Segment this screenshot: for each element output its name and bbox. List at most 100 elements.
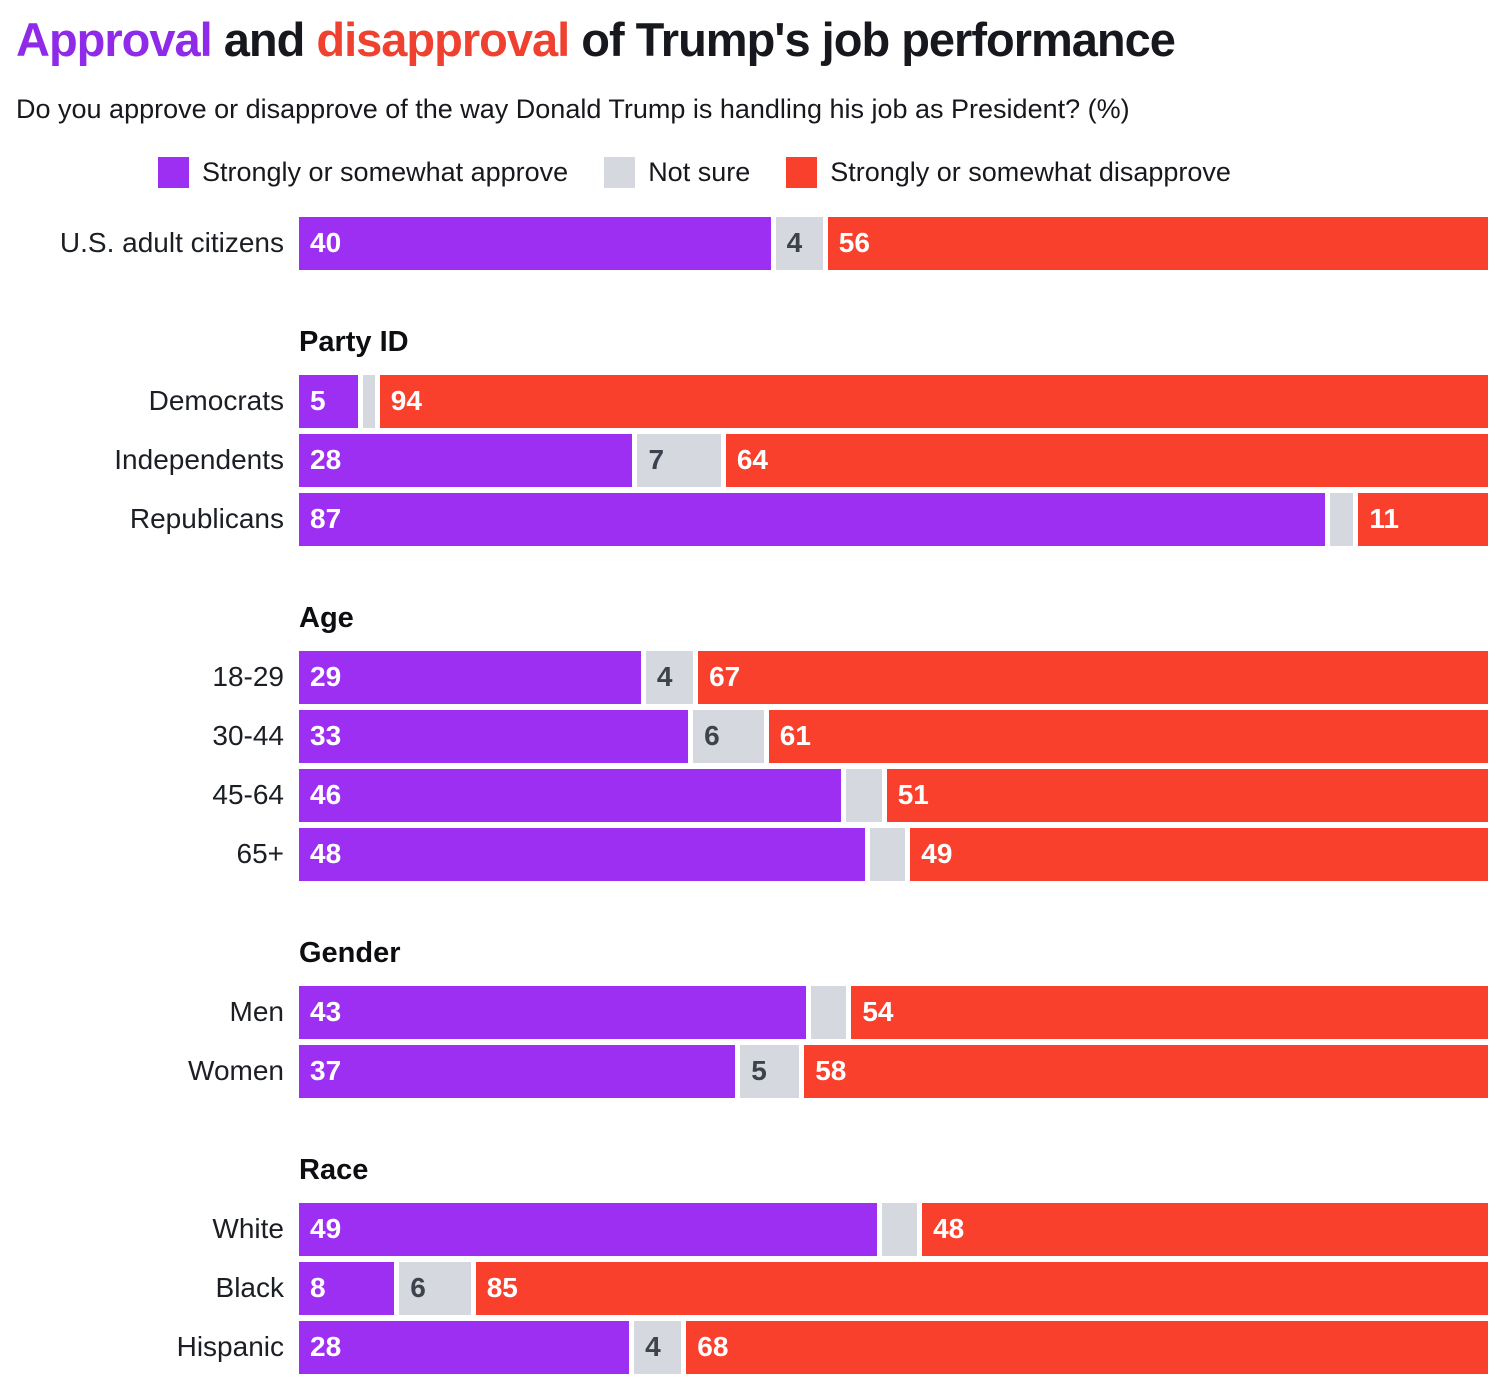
segment-value: 33 — [310, 720, 342, 752]
row-label: Democrats — [148, 385, 284, 417]
segment-approve: 33 — [299, 709, 689, 763]
chart: U.S. adult citizens 40 4 56 Party ID Democrat… — [16, 216, 1489, 1374]
segment-value: 94 — [390, 385, 422, 417]
segment-not-sure — [1329, 492, 1354, 546]
segment-not-sure: 4 — [775, 216, 823, 270]
legend: Strongly or somewhat approve Not sure St… — [158, 156, 1488, 188]
segment-approve: 46 — [299, 768, 842, 822]
bar-row: 18-29 29 4 67 — [16, 650, 1488, 704]
bar-row: Independents 28 7 64 — [16, 433, 1488, 487]
segment-value: 49 — [921, 838, 953, 870]
stacked-bar: 37 5 58 — [299, 1044, 1488, 1098]
subtitle: Do you approve or disapprove of the way … — [16, 93, 1130, 124]
legend-label-disapprove: Strongly or somewhat disapprove — [830, 156, 1231, 187]
segment-not-sure — [881, 1202, 918, 1256]
title-word-approval: Approval — [16, 13, 213, 66]
stacked-bar: 33 6 61 — [299, 709, 1488, 763]
segment-value: 5 — [751, 1055, 767, 1087]
section-gender: Gender Men 43 54 Women 37 5 58 — [16, 937, 1488, 1098]
stacked-bar: 28 7 64 — [299, 433, 1488, 487]
segment-value: 48 — [933, 1213, 965, 1245]
bar-row: 45-64 46 51 — [16, 768, 1489, 822]
row-label: Independents — [114, 444, 284, 476]
row-label: Republicans — [129, 503, 284, 535]
segment-approve: 40 — [299, 216, 771, 270]
stacked-bar: 28 4 68 — [299, 1320, 1488, 1374]
bar-row: U.S. adult citizens 40 4 56 — [16, 216, 1488, 270]
stacked-bar: 48 49 — [299, 827, 1488, 881]
stacked-bar: 87 11 — [299, 492, 1488, 546]
segment-disapprove: 49 — [910, 827, 1488, 881]
segment-disapprove: 61 — [768, 709, 1488, 763]
section-age: Age 18-29 29 4 67 30-44 33 6 61 45-64 46 51 65+ 48 49 — [16, 602, 1489, 881]
segment-disapprove: 94 — [379, 374, 1489, 428]
segment-value: 68 — [697, 1331, 729, 1363]
bar-row: Black 8 6 85 — [16, 1261, 1488, 1315]
disapprove-swatch-icon — [786, 156, 818, 188]
row-label: Black — [215, 1272, 284, 1304]
segment-value: 51 — [897, 779, 929, 811]
segment-disapprove: 64 — [725, 433, 1488, 487]
section-overall: U.S. adult citizens 40 4 56 — [16, 216, 1488, 270]
approve-swatch-icon — [158, 156, 189, 188]
segment-value: 61 — [779, 720, 811, 752]
segment-disapprove: 51 — [886, 768, 1489, 822]
row-label: Hispanic — [176, 1331, 284, 1363]
row-label: Women — [188, 1055, 284, 1087]
segment-not-sure: 4 — [634, 1320, 682, 1374]
bar-row: 65+ 48 49 — [16, 827, 1488, 881]
segment-value: 67 — [709, 661, 741, 693]
segment-disapprove: 68 — [686, 1320, 1488, 1374]
segment-approve: 29 — [299, 650, 641, 704]
segment-value: 6 — [410, 1272, 426, 1304]
segment-value: 4 — [786, 227, 803, 259]
section-header: Gender — [299, 936, 401, 969]
segment-not-sure: 6 — [693, 709, 764, 763]
segment-value: 49 — [310, 1213, 342, 1245]
segment-not-sure: 5 — [740, 1044, 800, 1098]
section-header: Party ID — [299, 325, 409, 358]
title-word-and: and — [211, 13, 317, 66]
legend-item-disapprove: Strongly or somewhat disapprove — [786, 156, 1231, 188]
bar-row: Men 43 54 — [16, 985, 1488, 1039]
segment-value: 46 — [310, 779, 342, 811]
segment-value: 64 — [736, 444, 768, 476]
segment-value: 48 — [310, 838, 342, 870]
stacked-bar: 5 94 — [299, 374, 1489, 428]
segment-disapprove: 67 — [698, 650, 1488, 704]
segment-not-sure: 7 — [637, 433, 721, 487]
segment-disapprove: 85 — [475, 1261, 1488, 1315]
segment-value: 40 — [310, 227, 342, 259]
segment-not-sure — [846, 768, 882, 822]
segment-value: 85 — [486, 1272, 518, 1304]
segment-approve: 87 — [299, 492, 1325, 546]
bar-row: Republicans 87 11 — [16, 492, 1488, 546]
segment-value: 5 — [310, 385, 326, 417]
segment-not-sure: 4 — [645, 650, 694, 704]
bar-row: Women 37 5 58 — [16, 1044, 1488, 1098]
stacked-bar: 43 54 — [299, 985, 1488, 1039]
segment-approve: 8 — [299, 1261, 395, 1315]
segment-approve: 28 — [299, 1320, 630, 1374]
segment-not-sure: 6 — [399, 1261, 471, 1315]
segment-approve: 49 — [299, 1202, 877, 1256]
segment-not-sure — [362, 374, 375, 428]
segment-disapprove: 58 — [804, 1044, 1488, 1098]
segment-value: 29 — [310, 661, 342, 693]
page-title: Approval and disapproval of Trump's job … — [16, 14, 1488, 66]
segment-value: 4 — [656, 661, 673, 693]
segment-value: 58 — [815, 1055, 847, 1087]
segment-value: 43 — [310, 996, 342, 1028]
not-sure-swatch-icon — [604, 156, 636, 188]
bar-row: White 49 48 — [16, 1202, 1488, 1256]
legend-label-approve: Strongly or somewhat approve — [202, 156, 569, 187]
segment-disapprove: 56 — [827, 216, 1488, 270]
segment-value: 54 — [862, 996, 894, 1028]
segment-value: 56 — [838, 227, 870, 259]
stacked-bar: 8 6 85 — [299, 1261, 1488, 1315]
legend-item-not-sure: Not sure — [604, 156, 750, 188]
segment-approve: 43 — [299, 985, 806, 1039]
section-party-id: Party ID Democrats 5 94 Independents 28 7 64 Rep… — [16, 325, 1489, 546]
row-label: White — [212, 1213, 284, 1245]
